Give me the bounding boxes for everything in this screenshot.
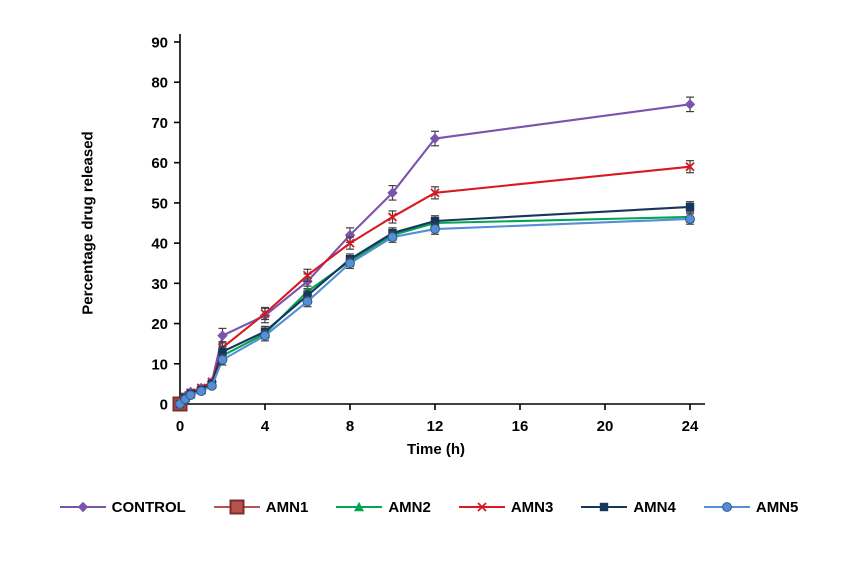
legend-label: AMN3 bbox=[510, 498, 554, 516]
legend-item-amn3: AMN3 bbox=[458, 498, 554, 516]
svg-text:20: 20 bbox=[151, 316, 168, 333]
legend: CONTROL AMN1 AMN2 AMN3 AMN4 AMN5 bbox=[0, 498, 857, 516]
svg-text:30: 30 bbox=[151, 276, 168, 293]
svg-text:10: 10 bbox=[151, 356, 168, 373]
svg-text:0: 0 bbox=[160, 397, 168, 414]
chart-svg: 0 10 20 30 40 50 60 70 80 90 0 4 8 12 16 20 24 bbox=[151, 34, 705, 435]
x-axis-title: Time (h) bbox=[406, 441, 466, 458]
legend-label: AMN4 bbox=[633, 498, 676, 516]
svg-text:60: 60 bbox=[151, 155, 168, 172]
svg-text:40: 40 bbox=[151, 236, 168, 253]
legend-item-control: CONTROL bbox=[59, 498, 186, 516]
y-axis-title: Percentage drug released bbox=[79, 131, 97, 315]
legend-label: AMN5 bbox=[755, 498, 799, 516]
legend-marker-amn4 bbox=[581, 502, 628, 512]
svg-text:8: 8 bbox=[346, 418, 354, 435]
legend-label: CONTROL bbox=[111, 498, 186, 516]
legend-marker-control bbox=[59, 501, 106, 513]
legend-item-amn5: AMN5 bbox=[703, 498, 799, 516]
plot-area: 0 10 20 30 40 50 60 70 80 90 0 4 8 12 16 20 24 bbox=[151, 34, 705, 435]
svg-text:20: 20 bbox=[597, 418, 614, 435]
svg-text:70: 70 bbox=[151, 115, 168, 132]
svg-text:90: 90 bbox=[151, 35, 168, 52]
svg-text:12: 12 bbox=[427, 418, 444, 435]
svg-text:0: 0 bbox=[176, 418, 184, 435]
legend-marker-amn5 bbox=[703, 502, 750, 512]
legend-marker-amn2 bbox=[336, 501, 383, 512]
legend-label: AMN2 bbox=[388, 498, 431, 516]
svg-text:24: 24 bbox=[682, 418, 699, 435]
svg-text:4: 4 bbox=[261, 418, 270, 435]
legend-marker-amn1 bbox=[213, 499, 260, 515]
svg-text:80: 80 bbox=[151, 75, 168, 92]
legend-marker-amn3 bbox=[458, 502, 505, 512]
legend-item-amn2: AMN2 bbox=[335, 498, 431, 516]
svg-text:50: 50 bbox=[151, 195, 168, 212]
legend-item-amn4: AMN4 bbox=[580, 498, 676, 516]
svg-text:16: 16 bbox=[512, 418, 529, 435]
legend-label: AMN1 bbox=[265, 498, 309, 516]
legend-item-amn1: AMN1 bbox=[213, 498, 309, 516]
